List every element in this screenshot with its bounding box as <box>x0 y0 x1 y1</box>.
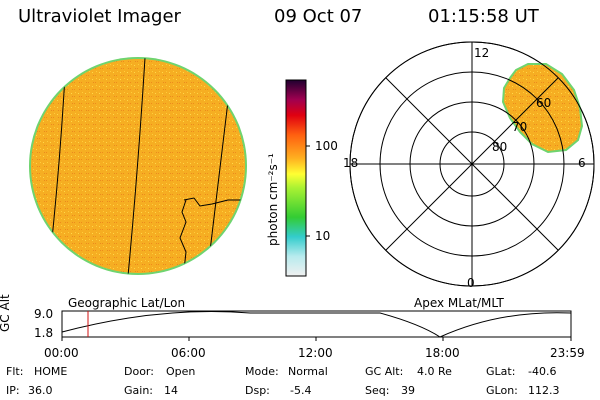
flt-value: HOME <box>34 365 68 378</box>
mlt-label-0: 0 <box>467 276 475 290</box>
dsp-value: -5.4 <box>290 384 312 397</box>
altitude-xtick: 18:00 <box>425 346 460 360</box>
altitude-curve <box>61 311 572 338</box>
gc-alt-label: GC Alt: <box>365 365 404 378</box>
mlt-label-18: 18 <box>343 156 359 170</box>
altitude-plot <box>61 310 572 341</box>
door-label: Door: <box>124 365 154 378</box>
coastline <box>179 199 187 271</box>
altitude-ytick-9: 9.0 <box>34 307 54 321</box>
altitude-xtick: 23:59 <box>550 346 585 360</box>
glat-value: -40.6 <box>528 365 557 378</box>
altitude-ylabel: GC Alt <box>0 294 12 332</box>
gc-alt-value: 4.0 Re <box>417 365 452 378</box>
geographic-caption: Geographic Lat/Lon <box>68 296 186 310</box>
colorbar-tick-10: 10 <box>315 229 331 243</box>
mlt-label-12: 12 <box>474 46 490 60</box>
apex-caption: Apex MLat/MLT <box>414 296 504 310</box>
geographic-image-panel <box>29 57 247 275</box>
glon-label: GLon: <box>486 384 518 397</box>
ip-label: IP: <box>6 384 20 397</box>
time-label: 01:15:58 UT <box>428 6 539 27</box>
dsp-label: Dsp: <box>245 384 270 397</box>
mlat-label-80: 80 <box>492 140 508 154</box>
date-label: 09 Oct 07 <box>274 6 363 27</box>
colorbar <box>285 79 310 277</box>
colorbar-unit-label: photon cm⁻²s⁻¹ <box>266 153 280 246</box>
flt-label: Flt: <box>6 365 24 378</box>
seq-value: 39 <box>401 384 415 397</box>
altitude-xtick: 06:00 <box>171 346 206 360</box>
altitude-xtick: 00:00 <box>44 346 79 360</box>
ip-value: 36.0 <box>28 384 53 397</box>
gain-label: Gain: <box>124 384 153 397</box>
longitude-line <box>127 58 146 274</box>
seq-label: Seq: <box>365 384 390 397</box>
gain-value: 14 <box>164 384 178 397</box>
glat-label: GLat: <box>486 365 516 378</box>
glon-value: 112.3 <box>528 384 560 397</box>
mode-value: Normal <box>288 365 328 378</box>
mlat-label-70: 70 <box>512 120 528 134</box>
mlt-label-6: 6 <box>578 156 586 170</box>
mlat-label-60: 60 <box>536 96 552 110</box>
instrument-title: Ultraviolet Imager <box>18 6 181 27</box>
coastline <box>183 197 246 207</box>
door-value: Open <box>166 365 196 378</box>
colorbar-tick-100: 100 <box>315 139 338 153</box>
auroral-oval <box>501 63 584 154</box>
mlat-mlt-polar-plot <box>349 41 595 287</box>
altitude-xtick: 12:00 <box>298 346 333 360</box>
altitude-ytick-1-8: 1.8 <box>34 326 54 340</box>
mode-label: Mode: <box>245 365 279 378</box>
